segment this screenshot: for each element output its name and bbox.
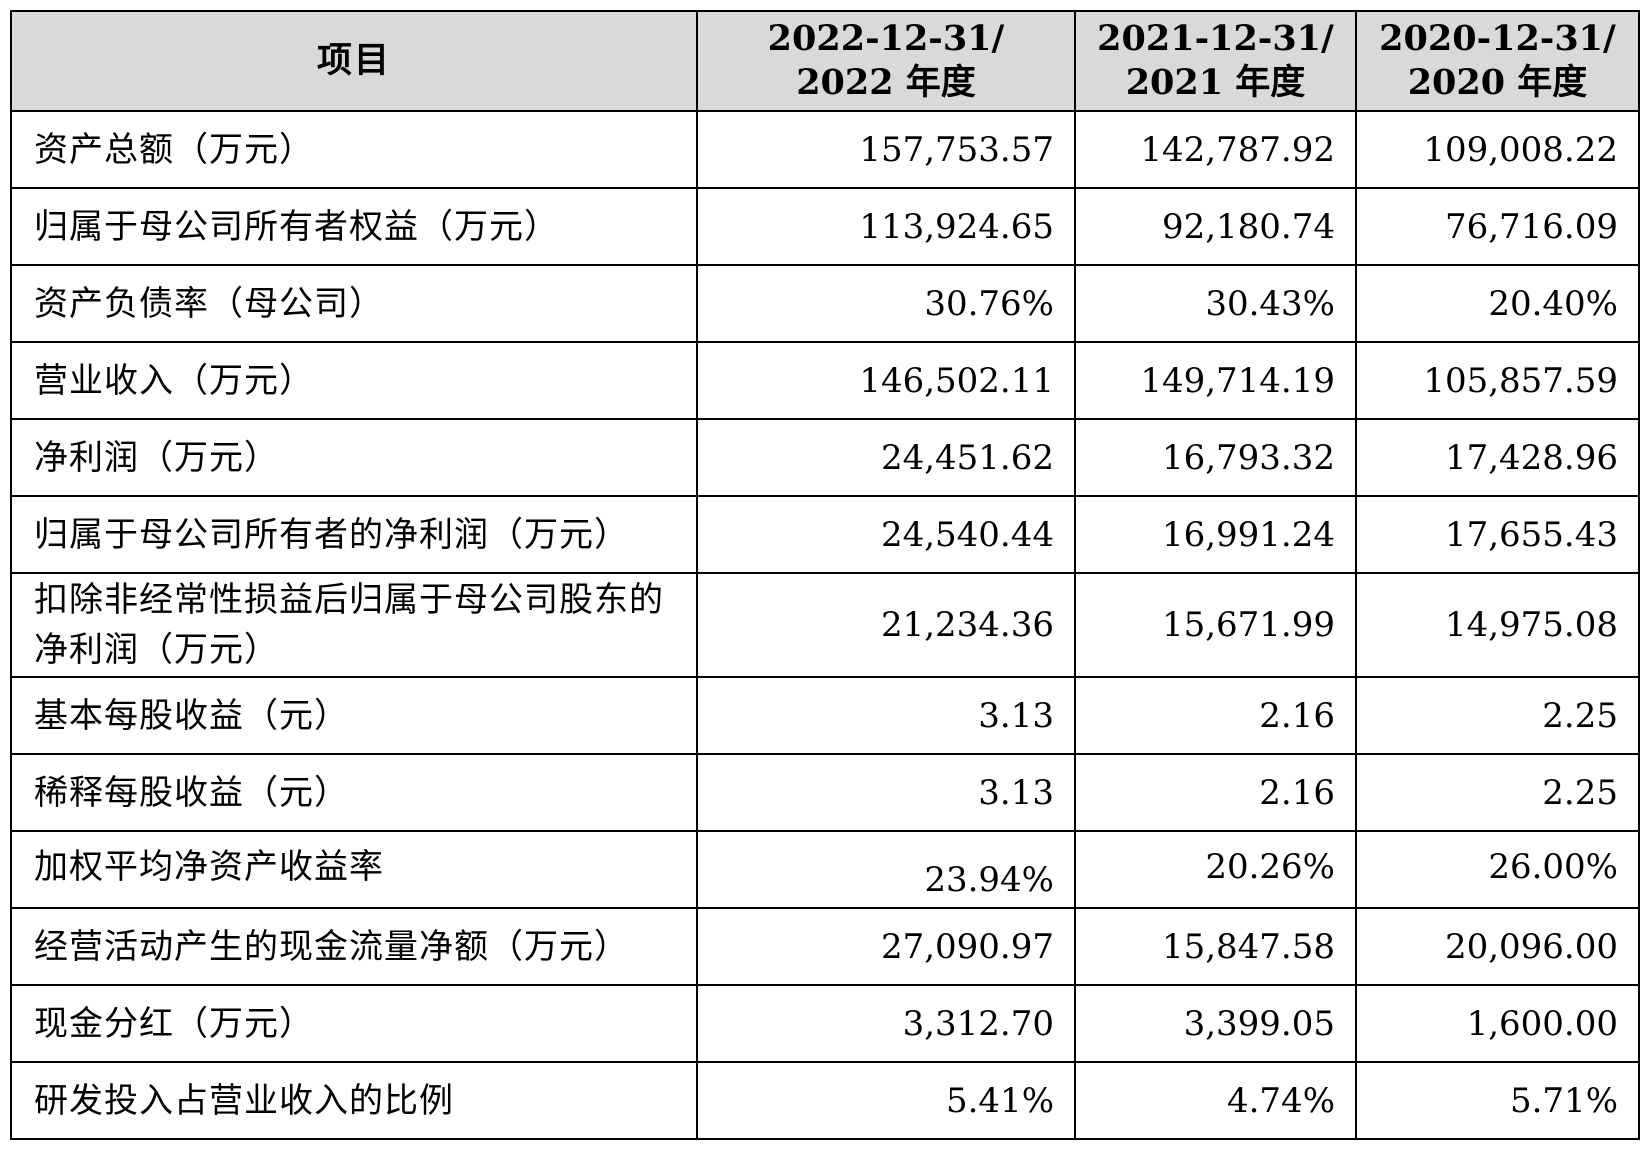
row-label: 资产负债率（母公司） — [10, 264, 698, 343]
value-2021: 3,399.05 — [1074, 984, 1357, 1063]
header-2020-date: 2020-12-31/ — [1379, 18, 1616, 59]
row-label: 营业收入（万元） — [10, 341, 698, 420]
value-2020: 17,655.43 — [1355, 495, 1640, 574]
table-row: 归属于母公司所有者权益（万元） 113,924.65 92,180.74 76,… — [10, 187, 1640, 266]
header-2021: 2021-12-31/ 2021 年度 — [1074, 10, 1357, 112]
value-2020: 105,857.59 — [1355, 341, 1640, 420]
header-2022-year: 2022 年度 — [796, 62, 976, 103]
value-2020: 5.71% — [1355, 1061, 1640, 1140]
value-2020: 2.25 — [1355, 753, 1640, 832]
row-label: 归属于母公司所有者权益（万元） — [10, 187, 698, 266]
value-2022: 3.13 — [696, 676, 1076, 755]
value-2020: 20,096.00 — [1355, 907, 1640, 986]
header-2020: 2020-12-31/ 2020 年度 — [1355, 10, 1640, 112]
value-2021: 2.16 — [1074, 676, 1357, 755]
value-2021: 30.43% — [1074, 264, 1357, 343]
value-2022: 21,234.36 — [696, 572, 1076, 678]
row-label: 基本每股收益（元） — [10, 676, 698, 755]
value-2020: 76,716.09 — [1355, 187, 1640, 266]
row-label: 经营活动产生的现金流量净额（万元） — [10, 907, 698, 986]
value-2022: 113,924.65 — [696, 187, 1076, 266]
value-2021: 149,714.19 — [1074, 341, 1357, 420]
table-row: 资产总额（万元） 157,753.57 142,787.92 109,008.2… — [10, 110, 1640, 189]
value-2022: 3,312.70 — [696, 984, 1076, 1063]
value-2021: 4.74% — [1074, 1061, 1357, 1140]
value-2021: 142,787.92 — [1074, 110, 1357, 189]
value-2021: 16,991.24 — [1074, 495, 1357, 574]
row-label: 归属于母公司所有者的净利润（万元） — [10, 495, 698, 574]
table-row: 净利润（万元） 24,451.62 16,793.32 17,428.96 — [10, 418, 1640, 497]
table-row: 经营活动产生的现金流量净额（万元） 27,090.97 15,847.58 20… — [10, 907, 1640, 986]
row-label: 扣除非经常性损益后归属于母公司股东的净利润（万元） — [10, 572, 698, 678]
table-row: 现金分红（万元） 3,312.70 3,399.05 1,600.00 — [10, 984, 1640, 1063]
row-label: 研发投入占营业收入的比例 — [10, 1061, 698, 1140]
value-2022: 24,540.44 — [696, 495, 1076, 574]
value-2022: 27,090.97 — [696, 907, 1076, 986]
value-2021: 2.16 — [1074, 753, 1357, 832]
table-row: 营业收入（万元） 146,502.11 149,714.19 105,857.5… — [10, 341, 1640, 420]
table-row: 资产负债率（母公司） 30.76% 30.43% 20.40% — [10, 264, 1640, 343]
value-2021: 15,671.99 — [1074, 572, 1357, 678]
table-row: 稀释每股收益（元） 3.13 2.16 2.25 — [10, 753, 1640, 832]
header-2021-year: 2021 年度 — [1125, 62, 1306, 103]
table-row: 加权平均净资产收益率 23.94% 20.26% 26.00% — [10, 830, 1640, 909]
row-label: 稀释每股收益（元） — [10, 753, 698, 832]
table-row: 扣除非经常性损益后归属于母公司股东的净利润（万元） 21,234.36 15,6… — [10, 572, 1640, 678]
table-row: 基本每股收益（元） 3.13 2.16 2.25 — [10, 676, 1640, 755]
table-row: 归属于母公司所有者的净利润（万元） 24,540.44 16,991.24 17… — [10, 495, 1640, 574]
row-label: 现金分红（万元） — [10, 984, 698, 1063]
value-2022: 30.76% — [696, 264, 1076, 343]
value-2021: 92,180.74 — [1074, 187, 1357, 266]
header-2020-year: 2020 年度 — [1407, 62, 1588, 103]
header-row: 项目 2022-12-31/ 2022 年度 2021-12-31/ 2021 … — [10, 10, 1640, 112]
header-2022-date: 2022-12-31/ — [767, 18, 1005, 59]
row-label: 净利润（万元） — [10, 418, 698, 497]
row-label: 加权平均净资产收益率 — [10, 830, 698, 909]
value-2022: 5.41% — [696, 1061, 1076, 1140]
header-2022: 2022-12-31/ 2022 年度 — [696, 10, 1076, 112]
value-2020: 14,975.08 — [1355, 572, 1640, 678]
value-2022: 3.13 — [696, 753, 1076, 832]
value-2022: 24,451.62 — [696, 418, 1076, 497]
header-2021-date: 2021-12-31/ — [1097, 18, 1334, 59]
value-2022: 157,753.57 — [696, 110, 1076, 189]
value-2020: 26.00% — [1355, 830, 1640, 909]
value-2020: 1,600.00 — [1355, 984, 1640, 1063]
financial-indicators-table: 项目 2022-12-31/ 2022 年度 2021-12-31/ 2021 … — [10, 10, 1640, 1140]
row-label: 资产总额（万元） — [10, 110, 698, 189]
header-item: 项目 — [10, 10, 698, 112]
value-2022: 23.94% — [696, 830, 1076, 909]
financial-table-page: 项目 2022-12-31/ 2022 年度 2021-12-31/ 2021 … — [10, 10, 1640, 1140]
value-2021: 20.26% — [1074, 830, 1357, 909]
table-row: 研发投入占营业收入的比例 5.41% 4.74% 5.71% — [10, 1061, 1640, 1140]
value-2021: 16,793.32 — [1074, 418, 1357, 497]
value-2020: 20.40% — [1355, 264, 1640, 343]
value-2022: 146,502.11 — [696, 341, 1076, 420]
value-2020: 17,428.96 — [1355, 418, 1640, 497]
value-2021: 15,847.58 — [1074, 907, 1357, 986]
value-2020: 109,008.22 — [1355, 110, 1640, 189]
value-2020: 2.25 — [1355, 676, 1640, 755]
